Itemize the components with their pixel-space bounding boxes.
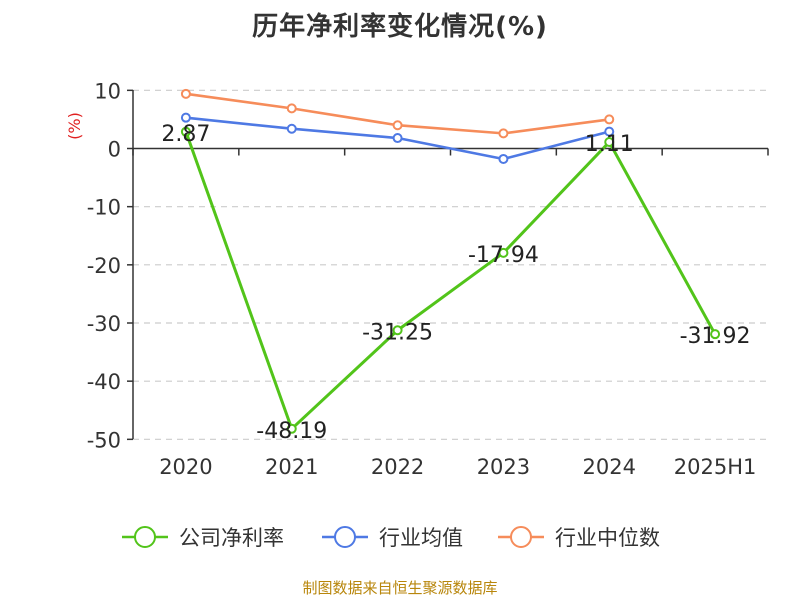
data-point (286, 123, 297, 134)
data-point (392, 133, 403, 144)
data-label: 2.87 (161, 122, 210, 147)
data-point (498, 247, 509, 258)
y-tick-label: -50 (87, 428, 121, 452)
legend-label: 行业中位数 (555, 526, 660, 550)
data-point (392, 325, 403, 336)
data-point (286, 103, 297, 114)
y-tick-label: 0 (108, 138, 121, 162)
y-tick-label: -40 (87, 370, 121, 394)
legend-marker (510, 526, 532, 548)
data-label: -31.25 (362, 320, 433, 345)
data-label: -31.92 (680, 324, 751, 349)
legend-label: 公司净利率 (179, 526, 284, 550)
legend-label: 行业均值 (379, 526, 463, 550)
data-point (604, 126, 615, 137)
data-point (286, 423, 297, 434)
data-source-note: 制图数据来自恒生聚源数据库 (302, 579, 498, 597)
data-label: -17.94 (468, 243, 539, 268)
data-point (180, 88, 191, 99)
y-axis-label: (%) (65, 112, 84, 140)
data-point (180, 126, 191, 137)
x-tick-label: 2021 (265, 455, 318, 479)
data-label: 1.11 (585, 132, 634, 157)
y-tick-label: -30 (87, 312, 121, 336)
y-tick-label: -10 (87, 196, 121, 220)
y-tick-label: 10 (94, 79, 121, 103)
data-label: -48.19 (256, 419, 327, 444)
data-point (604, 114, 615, 125)
data-point (604, 137, 615, 148)
x-tick-label: 2025H1 (674, 455, 757, 479)
chart-title: 历年净利率变化情况(%) (252, 12, 548, 42)
x-tick-label: 2020 (159, 455, 212, 479)
data-point (498, 128, 509, 139)
series-line-company (184, 131, 717, 431)
x-tick-label: 2024 (583, 455, 636, 479)
x-tick-label: 2022 (371, 455, 424, 479)
legend-marker (334, 526, 356, 548)
data-point (498, 153, 509, 164)
y-tick-label: -20 (87, 254, 121, 278)
data-point (180, 112, 191, 123)
x-tick-label: 2023 (477, 455, 530, 479)
data-point (710, 329, 721, 340)
legend-marker (134, 526, 156, 548)
data-point (392, 120, 403, 131)
